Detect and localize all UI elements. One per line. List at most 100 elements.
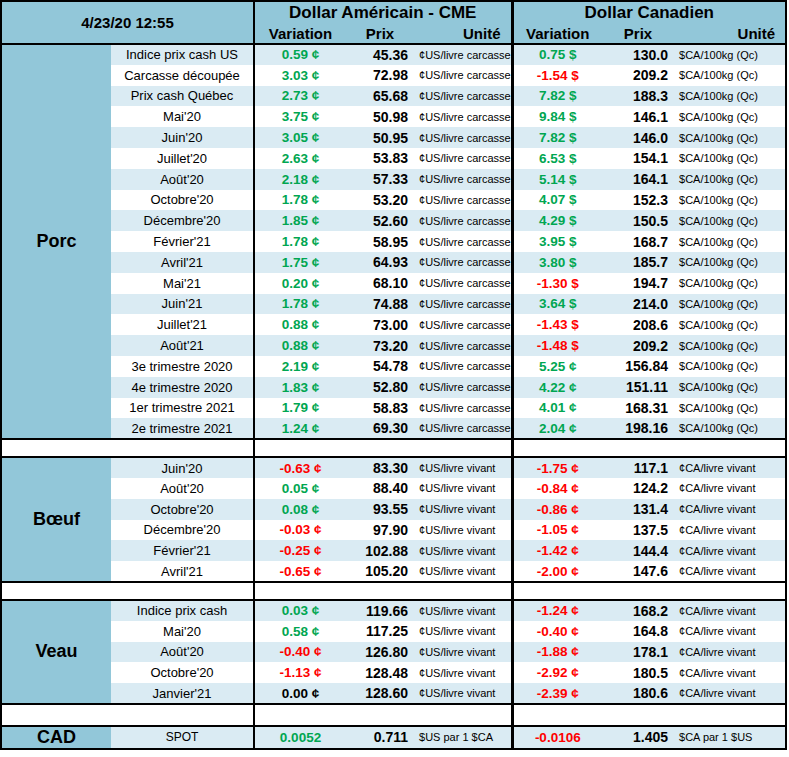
us-variation-value: 1.79 ¢ — [254, 398, 346, 419]
ca-unit-label: $CA/100kg (Qc) — [674, 231, 786, 252]
ca-variation-value: 4.22 ¢ — [512, 377, 602, 398]
ca-unit-label: $CA/100kg (Qc) — [674, 252, 786, 273]
ca-unit-label: $CA/100kg (Qc) — [674, 398, 786, 419]
gap-cell — [1, 704, 254, 726]
ca-variation-value: -1.88 ¢ — [512, 642, 602, 663]
table-row: Octobre'20-1.13 ¢128.48¢US/livre vivant-… — [1, 662, 786, 683]
row-label: Juin'20 — [111, 127, 254, 148]
ca-unit-label: ¢CA/livre vivant — [674, 561, 786, 582]
table-row: Mai'203.75 ¢50.98¢US/livre carcasse9.84 … — [1, 106, 786, 127]
row-label: Juillet'20 — [111, 148, 254, 169]
us-unit-label: ¢US/livre carcasse — [414, 356, 512, 377]
us-price-value: 128.60 — [346, 683, 414, 704]
ca-unit-label: $CA/100kg (Qc) — [674, 148, 786, 169]
us-price-value: 73.00 — [346, 314, 414, 335]
us-price-value: 102.88 — [346, 540, 414, 561]
ca-block-title: Dollar Canadien — [512, 1, 786, 23]
us-unit-label: ¢US/livre carcasse — [414, 314, 512, 335]
table-row: Prix cash Québec2.73 ¢65.68¢US/livre car… — [1, 86, 786, 107]
row-label: Août'20 — [111, 478, 254, 499]
ca-unit-label: ¢CA/livre vivant — [674, 499, 786, 520]
row-label: 4e trimestre 2020 — [111, 377, 254, 398]
ca-price-value: 198.16 — [602, 418, 674, 439]
table-row: Août'200.05 ¢88.40¢US/livre vivant-0.84 … — [1, 478, 786, 499]
section-gap — [1, 439, 786, 457]
us-unit-label: ¢US/livre vivant — [414, 540, 512, 561]
us-unit-label: ¢US/livre carcasse — [414, 377, 512, 398]
ca-unit-label: $CA/100kg (Qc) — [674, 127, 786, 148]
us-price-value: 53.83 — [346, 148, 414, 169]
table-row: Juin'211.78 ¢74.88¢US/livre carcasse3.64… — [1, 294, 786, 315]
row-label: Avril'21 — [111, 561, 254, 582]
us-unit-label: ¢US/livre carcasse — [414, 273, 512, 294]
ca-price-value: 188.3 — [602, 86, 674, 107]
us-price-value: 50.95 — [346, 127, 414, 148]
ca-price-value: 185.7 — [602, 252, 674, 273]
table-row: BœufJuin'20-0.63 ¢83.30¢US/livre vivant-… — [1, 457, 786, 478]
row-label: Mai'21 — [111, 273, 254, 294]
ca-unit-label: ¢CA/livre vivant — [674, 600, 786, 621]
table-row: Juillet'202.63 ¢53.83¢US/livre carcasse6… — [1, 148, 786, 169]
us-variation-value: 2.63 ¢ — [254, 148, 346, 169]
row-label: Août'20 — [111, 169, 254, 190]
us-unit-label: ¢US/livre vivant — [414, 642, 512, 663]
ca-variation-value: -0.40 ¢ — [512, 621, 602, 642]
ca-unit-label: ¢CA/livre vivant — [674, 683, 786, 704]
table-row: 2e trimestre 20211.24 ¢69.30¢US/livre ca… — [1, 418, 786, 439]
ca-price-value: 214.0 — [602, 294, 674, 315]
table-row: Août'202.18 ¢57.33¢US/livre carcasse5.14… — [1, 169, 786, 190]
table-row: Juillet'210.88 ¢73.00¢US/livre carcasse-… — [1, 314, 786, 335]
ca-variation-value: 6.53 $ — [512, 148, 602, 169]
us-variation-value: 0.59 ¢ — [254, 44, 346, 65]
ca-price-value: 150.5 — [602, 210, 674, 231]
ca-variation-value: 4.07 $ — [512, 190, 602, 211]
table-row: Décembre'20-0.03 ¢97.90¢US/livre vivant-… — [1, 520, 786, 541]
row-label: Indice prix cash US — [111, 44, 254, 65]
us-variation-value: 0.05 ¢ — [254, 478, 346, 499]
us-unit-label: ¢US/livre vivant — [414, 478, 512, 499]
ca-variation-value: 2.04 ¢ — [512, 418, 602, 439]
section-label-boeuf: Bœuf — [1, 457, 111, 582]
ca-price-value: 147.6 — [602, 561, 674, 582]
us-block-title: Dollar Américain - CME — [254, 1, 512, 23]
us-price-value: 93.55 — [346, 499, 414, 520]
us-price-value: 52.60 — [346, 210, 414, 231]
ca-unit-label: $CA/100kg (Qc) — [674, 190, 786, 211]
us-unit-label: ¢US/livre vivant — [414, 520, 512, 541]
ca-variation-value: -2.92 ¢ — [512, 662, 602, 683]
us-price-value: 65.68 — [346, 86, 414, 107]
us-unit-label: ¢US/livre carcasse — [414, 294, 512, 315]
row-label: Février'21 — [111, 540, 254, 561]
section-label-veau: Veau — [1, 600, 111, 704]
ca-unit-label: $CA/100kg (Qc) — [674, 44, 786, 65]
table-row: Janvier'210.00 ¢128.60¢US/livre vivant-2… — [1, 683, 786, 704]
ca-variation-value: -1.48 $ — [512, 335, 602, 356]
us-unit-label: ¢US/livre vivant — [414, 683, 512, 704]
row-label: Août'20 — [111, 642, 254, 663]
ca-price-value: 180.5 — [602, 662, 674, 683]
table-row: VeauIndice prix cash0.03 ¢119.66¢US/livr… — [1, 600, 786, 621]
row-label: Avril'21 — [111, 252, 254, 273]
us-variation-value: 0.08 ¢ — [254, 499, 346, 520]
us-unit-label: ¢US/livre vivant — [414, 621, 512, 642]
ca-price-value: 180.6 — [602, 683, 674, 704]
ca-price-value: 124.2 — [602, 478, 674, 499]
ca-price-value: 151.11 — [602, 377, 674, 398]
ca-variation-value: 3.95 $ — [512, 231, 602, 252]
us-price-value: 72.98 — [346, 65, 414, 86]
us-unit-label: ¢US/livre carcasse — [414, 65, 512, 86]
ca-price-value: 209.2 — [602, 335, 674, 356]
row-label: 1er trimestre 2021 — [111, 398, 254, 419]
gap-cell — [512, 704, 786, 726]
us-price-value: 126.80 — [346, 642, 414, 663]
us-unit-label: ¢US/livre carcasse — [414, 148, 512, 169]
row-label: Juin'21 — [111, 294, 254, 315]
ca-unit-label: ¢CA/livre vivant — [674, 457, 786, 478]
table-row: 3e trimestre 20202.19 ¢54.78¢US/livre ca… — [1, 356, 786, 377]
table-row: Août'210.88 ¢73.20¢US/livre carcasse-1.4… — [1, 335, 786, 356]
ca-variation-value: -1.05 ¢ — [512, 520, 602, 541]
ca-unit-label: $CA/100kg (Qc) — [674, 314, 786, 335]
gap-cell — [254, 704, 512, 726]
ca-price-value: 164.1 — [602, 169, 674, 190]
ca-variation-value: -1.54 $ — [512, 65, 602, 86]
